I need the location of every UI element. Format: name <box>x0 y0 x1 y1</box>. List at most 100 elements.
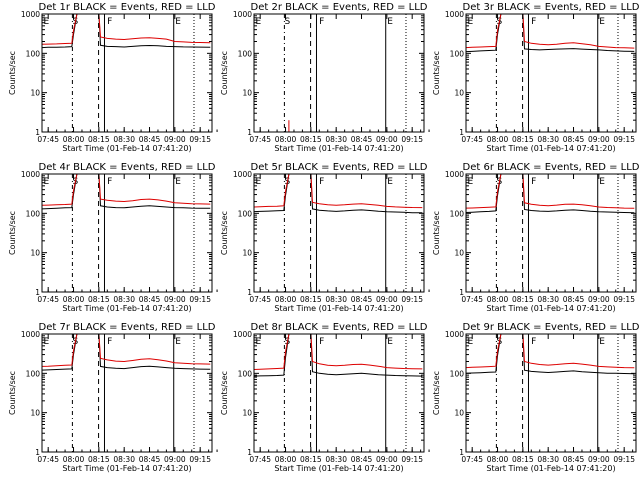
chart-panel-2: Det 2r BLACK = Events, RED = LLD E S F E 1 10 1… <box>220 2 430 153</box>
series-line-2 <box>466 174 635 209</box>
y-tick-label: 100 <box>26 209 41 218</box>
y-tick-label: 1000 <box>233 10 252 19</box>
x-tick-label: 08:45 <box>139 135 161 144</box>
marker-label: F <box>531 337 536 347</box>
y-tick-label: 10 <box>30 249 40 258</box>
series-line-1 <box>254 174 423 214</box>
x-tick-label: 09:00 <box>164 135 186 144</box>
x-axis-label: Start Time (01-Feb-14 07:41:20) <box>274 304 403 313</box>
series-line-1 <box>42 14 211 49</box>
chart-title: Det 9r BLACK = Events, RED = LLD <box>463 322 640 333</box>
series-group <box>466 14 635 53</box>
marker-label: E <box>468 17 474 27</box>
y-tick-label: 10 <box>454 89 464 98</box>
x-tick-label: 09:15 <box>189 455 211 464</box>
y-tick-label: 1 <box>35 448 40 457</box>
x-tick-label: 08:15 <box>300 135 322 144</box>
x-tick-label: 09:15 <box>401 135 423 144</box>
series-line-2 <box>42 14 211 45</box>
y-tick-label: 100 <box>26 369 41 378</box>
y-axis-label: Counts/sec <box>432 51 441 95</box>
marker-label: F <box>107 17 112 27</box>
x-tick-label: 08:00 <box>63 295 85 304</box>
series-line-1 <box>254 334 423 377</box>
plot-frame <box>253 13 425 133</box>
x-axis-label: Start Time (01-Feb-14 07:41:20) <box>486 464 615 473</box>
marker-label: E <box>175 177 181 187</box>
x-tick-label: 08:15 <box>88 135 110 144</box>
x-tick-label: 07:45 <box>37 295 59 304</box>
series-group <box>42 334 211 371</box>
marker-label: E <box>175 17 181 27</box>
y-tick-label: 1 <box>247 448 252 457</box>
y-tick-label: 10 <box>242 89 252 98</box>
x-tick-label: 08:00 <box>487 135 509 144</box>
x-tick-label: 08:15 <box>88 295 110 304</box>
x-tick-label: 08:30 <box>537 455 559 464</box>
marker-label: E <box>387 177 393 187</box>
marker-label: F <box>531 177 536 187</box>
x-tick-label: 07:45 <box>37 135 59 144</box>
x-tick-label: 09:00 <box>376 295 398 304</box>
x-axis-label: Start Time (01-Feb-14 07:41:20) <box>486 304 615 313</box>
y-tick-label: 1000 <box>445 330 464 339</box>
x-tick-label: 07:45 <box>461 455 483 464</box>
marker-label: S <box>285 17 291 27</box>
x-tick-label: 08:00 <box>275 295 297 304</box>
y-axis-label: Counts/sec <box>220 51 229 95</box>
x-tick-label: 08:45 <box>139 455 161 464</box>
series-line-1 <box>42 174 211 210</box>
y-tick-label: 10 <box>454 249 464 258</box>
x-tick-label: 09:15 <box>189 295 211 304</box>
x-tick-label: 09:15 <box>613 455 635 464</box>
y-axis-label: Counts/sec <box>8 371 17 415</box>
x-tick-label: 08:30 <box>325 295 347 304</box>
x-tick-label: 09:15 <box>189 135 211 144</box>
y-tick-label: 1000 <box>21 330 40 339</box>
y-tick-label: 1000 <box>233 330 252 339</box>
y-tick-label: 1000 <box>21 10 40 19</box>
marker-label: E <box>256 17 262 27</box>
plot-frame <box>41 333 213 453</box>
series-line-1 <box>466 14 635 53</box>
marker-label: F <box>107 337 112 347</box>
plot-frame <box>253 173 425 293</box>
x-tick-label: 08:15 <box>512 295 534 304</box>
plot-frame <box>465 173 637 293</box>
x-tick-label: 07:45 <box>249 295 271 304</box>
x-tick-label: 08:15 <box>88 455 110 464</box>
y-axis-label: Counts/sec <box>220 371 229 415</box>
y-axis-label: Counts/sec <box>8 51 17 95</box>
marker-label: F <box>319 337 324 347</box>
y-axis-label: Counts/sec <box>432 371 441 415</box>
marker-label: E <box>44 177 50 187</box>
marker-label: E <box>468 337 474 347</box>
chart-title: Det 1r BLACK = Events, RED = LLD <box>39 2 216 13</box>
x-tick-label: 07:45 <box>461 135 483 144</box>
series-line-2 <box>466 14 635 49</box>
x-tick-label: 09:15 <box>401 295 423 304</box>
x-tick-label: 08:15 <box>300 455 322 464</box>
marker-label: E <box>599 177 605 187</box>
y-axis-label: Counts/sec <box>432 211 441 255</box>
x-tick-label: 08:45 <box>563 455 585 464</box>
series-line-1 <box>42 334 211 371</box>
x-tick-label: 07:45 <box>249 455 271 464</box>
marker-label: E <box>387 337 393 347</box>
x-tick-label: 08:00 <box>487 295 509 304</box>
y-tick-label: 1 <box>459 448 464 457</box>
plot-frame <box>41 13 213 133</box>
y-tick-label: 1 <box>459 128 464 137</box>
plot-frame <box>41 173 213 293</box>
marker-label: E <box>256 177 262 187</box>
y-axis-label: Counts/sec <box>8 211 17 255</box>
y-tick-label: 1 <box>35 288 40 297</box>
plot-frame <box>465 13 637 133</box>
marker-label: E <box>44 337 50 347</box>
